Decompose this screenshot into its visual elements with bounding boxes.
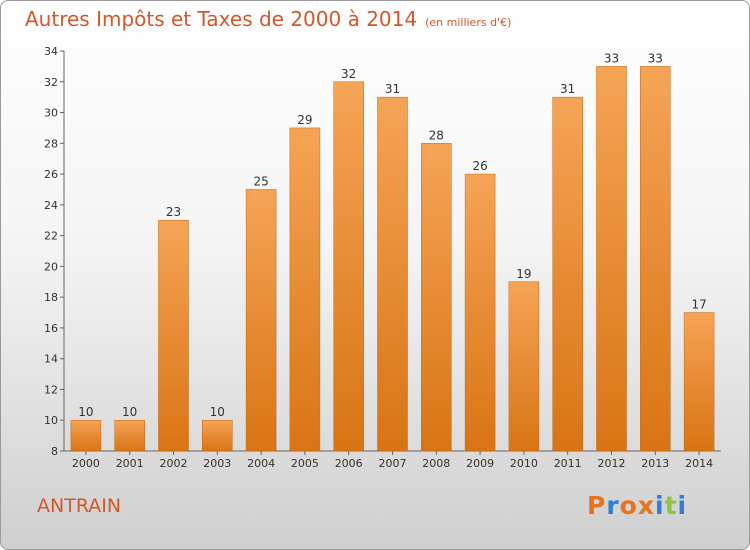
x-tick-label: 2012 bbox=[598, 457, 626, 470]
y-tick-label: 10 bbox=[44, 414, 58, 427]
bar-value-label: 17 bbox=[691, 298, 706, 312]
logo-letter: t bbox=[664, 491, 678, 520]
bar bbox=[377, 96, 408, 452]
proxiti-logo[interactable]: Proxiti bbox=[587, 491, 687, 520]
bar-value-label: 25 bbox=[253, 174, 268, 188]
logo-letter: o bbox=[619, 491, 638, 520]
x-tick-label: 2009 bbox=[466, 457, 494, 470]
bar bbox=[508, 281, 540, 452]
y-tick-label: 22 bbox=[44, 230, 58, 243]
bar bbox=[333, 81, 364, 452]
commune-name: ANTRAIN bbox=[37, 495, 122, 517]
bar bbox=[289, 127, 321, 452]
logo-letter: P bbox=[587, 491, 607, 520]
y-tick-label: 34 bbox=[44, 45, 58, 58]
bar-value-label: 29 bbox=[297, 113, 312, 127]
x-tick-label: 2002 bbox=[160, 457, 188, 470]
bar bbox=[421, 143, 452, 452]
bar bbox=[114, 419, 145, 452]
x-tick-label: 2014 bbox=[685, 457, 713, 470]
x-tick-label: 2011 bbox=[554, 457, 582, 470]
chart-subtitle: (en milliers d'€) bbox=[425, 16, 512, 29]
y-tick-label: 32 bbox=[44, 76, 58, 89]
x-tick-label: 2007 bbox=[379, 457, 407, 470]
axes: 8 10 12 14 16 18 20 22 24 26 28 30 32 34 2000 2001 2002 2… bbox=[44, 45, 721, 470]
bar-value-label: 28 bbox=[429, 128, 444, 142]
x-tick-label: 2000 bbox=[72, 457, 100, 470]
bars bbox=[70, 66, 715, 452]
chart-title: Autres Impôts et Taxes de 2000 à 2014 (en… bbox=[25, 7, 511, 31]
y-tick-label: 24 bbox=[44, 199, 58, 212]
x-tick-label: 2001 bbox=[116, 457, 144, 470]
bar bbox=[70, 419, 102, 452]
logo-letter: x bbox=[637, 491, 655, 520]
bar-value-label: 31 bbox=[560, 82, 575, 96]
bar-value-label: 10 bbox=[122, 405, 137, 419]
logo-letter: i bbox=[677, 491, 688, 520]
bar-value-label: 19 bbox=[516, 267, 531, 281]
bar bbox=[596, 66, 627, 452]
bar bbox=[158, 219, 189, 452]
y-tick-label: 30 bbox=[44, 107, 58, 120]
x-tick-label: 2003 bbox=[203, 457, 231, 470]
logo-letter: r bbox=[606, 491, 620, 520]
y-tick-label: 8 bbox=[51, 445, 58, 458]
y-tick-label: 12 bbox=[44, 383, 58, 396]
x-tick-label: 2006 bbox=[335, 457, 363, 470]
y-tick-label: 18 bbox=[44, 291, 58, 304]
y-tick-label: 20 bbox=[44, 260, 58, 273]
bar-value-label: 10 bbox=[78, 405, 93, 419]
bar-value-label: 32 bbox=[341, 67, 356, 81]
bar bbox=[464, 173, 496, 452]
x-tick-label: 2005 bbox=[291, 457, 319, 470]
bar bbox=[683, 312, 715, 452]
y-tick-label: 26 bbox=[44, 168, 58, 181]
y-tick-label: 14 bbox=[44, 353, 58, 366]
data-labels: 10 10 23 10 25 29 32 31 28 26 19 31 33 33 17 bbox=[78, 51, 706, 419]
bar-value-label: 10 bbox=[210, 405, 225, 419]
bar-value-label: 33 bbox=[604, 51, 619, 65]
y-tick-label: 28 bbox=[44, 137, 58, 150]
bar-value-label: 26 bbox=[472, 159, 487, 173]
x-tick-label: 2010 bbox=[510, 457, 538, 470]
x-tick-label: 2008 bbox=[422, 457, 450, 470]
bar-value-label: 23 bbox=[166, 205, 181, 219]
bar bbox=[245, 189, 277, 452]
bar bbox=[640, 66, 671, 452]
x-tick-label: 2004 bbox=[247, 457, 275, 470]
bar bbox=[202, 419, 233, 452]
logo-letter: i bbox=[655, 491, 665, 520]
bar-value-label: 33 bbox=[648, 51, 663, 65]
bar-value-label: 31 bbox=[385, 82, 400, 96]
x-tick-label: 2013 bbox=[641, 457, 669, 470]
y-tick-label: 16 bbox=[44, 322, 58, 335]
chart-title-text: Autres Impôts et Taxes de 2000 à 2014 bbox=[25, 7, 418, 31]
bar bbox=[552, 96, 583, 452]
